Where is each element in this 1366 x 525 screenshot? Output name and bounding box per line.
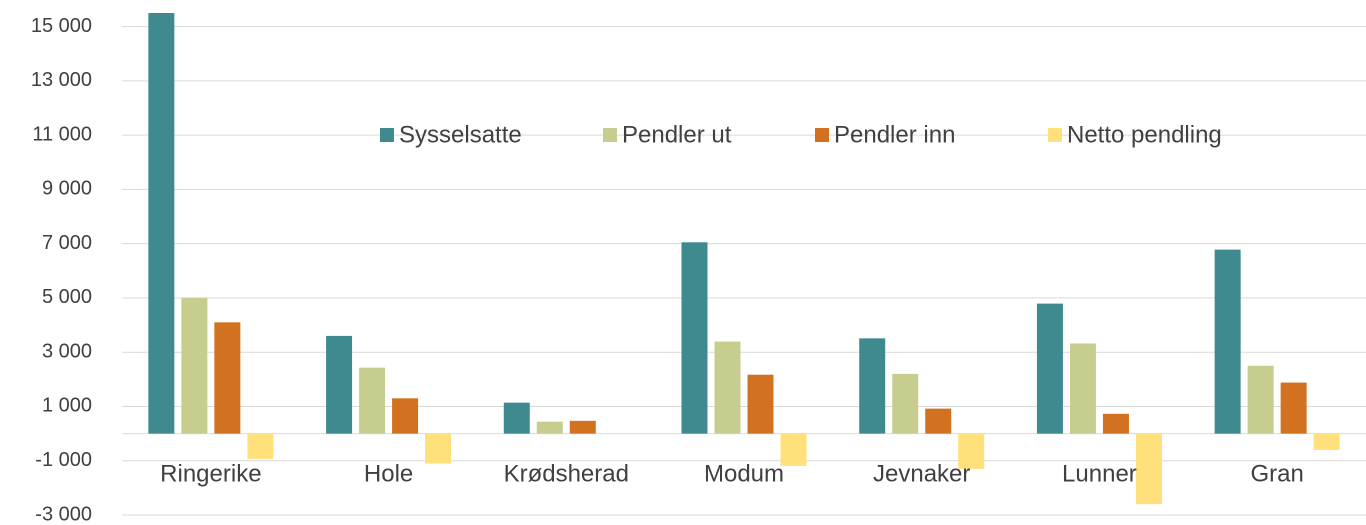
- bar: [392, 398, 419, 434]
- bar: [359, 367, 386, 434]
- y-tick-label: 7 000: [42, 232, 92, 254]
- bar: [1069, 343, 1096, 434]
- y-tick-label: 1 000: [42, 395, 92, 417]
- y-tick-label: -1 000: [35, 449, 92, 471]
- legend-label: Netto pendling: [1067, 121, 1222, 148]
- x-tick-label: Krødsherad: [504, 460, 629, 487]
- bar: [503, 402, 530, 434]
- legend-swatch: [380, 128, 394, 142]
- bar: [1313, 433, 1340, 450]
- y-tick-label: 5 000: [42, 286, 92, 308]
- bar: [1214, 249, 1241, 434]
- bar: [247, 433, 274, 459]
- legend-swatch: [815, 128, 829, 142]
- bar: [681, 242, 708, 434]
- bar: [1102, 413, 1129, 434]
- bar: [1247, 365, 1274, 434]
- bar: [925, 408, 952, 434]
- bar: [747, 374, 774, 434]
- y-tick-label: 13 000: [31, 69, 92, 91]
- y-tick-label: 15 000: [31, 15, 92, 37]
- x-tick-label: Jevnaker: [873, 460, 970, 487]
- bar: [780, 433, 807, 466]
- legend-label: Sysselsatte: [399, 121, 522, 148]
- x-tick-label: Lunner: [1062, 460, 1137, 487]
- x-tick-label: Ringerike: [160, 460, 261, 487]
- y-tick-label: 9 000: [42, 178, 92, 200]
- x-tick-label: Modum: [704, 460, 784, 487]
- bar: [859, 338, 886, 434]
- bar: [569, 420, 596, 434]
- bar: [1135, 433, 1162, 505]
- bar: [714, 341, 741, 434]
- legend-label: Pendler ut: [622, 121, 732, 148]
- legend-swatch: [1048, 128, 1062, 142]
- bar: [181, 297, 208, 434]
- legend-label: Pendler inn: [834, 121, 955, 148]
- x-tick-label: Gran: [1250, 460, 1303, 487]
- x-tick-label: Hole: [364, 460, 413, 487]
- bar: [1280, 382, 1307, 434]
- y-tick-label: 3 000: [42, 340, 92, 362]
- bar: [892, 373, 919, 434]
- bar: [958, 433, 985, 469]
- y-tick-label: 11 000: [32, 123, 92, 145]
- bar: [1036, 303, 1063, 434]
- bar: [425, 433, 452, 464]
- bar: [214, 322, 241, 434]
- y-tick-label: -3 000: [35, 503, 92, 525]
- legend-swatch: [603, 128, 617, 142]
- bar: [326, 335, 353, 434]
- bar: [536, 421, 563, 434]
- bar: [148, 13, 175, 434]
